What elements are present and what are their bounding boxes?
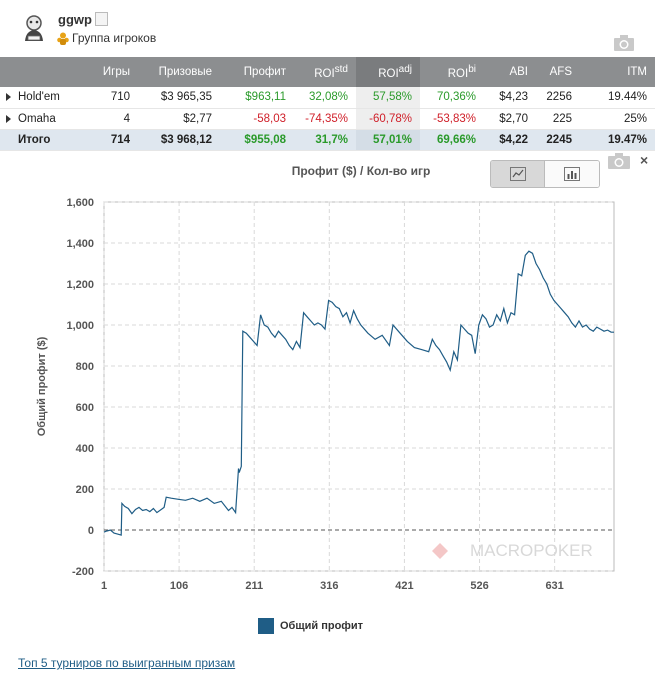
cell-roi-bi: 70,36% [420, 87, 484, 109]
cell-profit: $955,08 [220, 129, 294, 151]
col-roi-adj[interactable]: ROIadj [356, 57, 420, 87]
cell-afs: 2256 [536, 87, 580, 109]
player-group-link[interactable]: Группа игроков [72, 31, 157, 45]
cell-games: 4 [90, 108, 138, 130]
legend-label: Общий профит [280, 620, 364, 632]
x-tick-label: 1 [101, 580, 107, 592]
y-tick-label: 400 [76, 443, 94, 455]
col-name [0, 57, 90, 87]
y-tick-label: 1,600 [66, 197, 94, 209]
y-axis-label: Общий профит ($) [36, 336, 48, 436]
legend-swatch [258, 618, 274, 634]
y-tick-label: -200 [72, 566, 94, 578]
player-header: ggwp Группа игроков [0, 0, 664, 56]
profit-line-chart: -200 0 200 400 600 800 1,000 1,200 1,400 1,600 1 10… [36, 197, 615, 592]
cell-prize: $3 968,12 [138, 129, 220, 151]
cell-profit: $963,11 [220, 87, 294, 109]
plot-frame [103, 201, 615, 572]
col-abi[interactable]: ABI [484, 57, 536, 87]
cell-prize: $3 965,35 [138, 87, 220, 109]
stats-table: Игры Призовые Профит ROIstd ROIadj ROIbi… [0, 57, 655, 151]
table-row-total: Итого 714 $3 968,12 $955,08 31,7% 57,01%… [0, 129, 655, 151]
close-icon[interactable]: × [640, 152, 649, 168]
top5-tournaments-link[interactable]: Топ 5 турниров по выигранным призам [18, 656, 236, 670]
cell-afs: 225 [536, 108, 580, 130]
x-tick-label: 631 [545, 580, 563, 592]
username[interactable]: ggwp [58, 12, 92, 27]
expand-arrow-icon[interactable] [6, 114, 11, 123]
y-tick-label: 1,000 [66, 320, 94, 332]
cell-itm: 19.44% [580, 87, 655, 109]
cell-prize: $2,77 [138, 108, 220, 130]
cell-roi-adj: 57,01% [356, 129, 420, 151]
cell-roi-std: 32,08% [294, 87, 356, 109]
bar-chart-button[interactable] [545, 161, 599, 187]
group-icon [57, 32, 69, 45]
cell-itm: 25% [580, 108, 655, 130]
y-tick-label: 0 [88, 525, 94, 537]
cell-roi-bi: 69,66% [420, 129, 484, 151]
x-tick-label: 421 [395, 580, 413, 592]
cell-roi-std: -74,35% [294, 108, 356, 130]
col-roi-bi[interactable]: ROIbi [420, 57, 484, 87]
col-itm[interactable]: ITM [580, 57, 655, 87]
row-name[interactable]: Omaha [0, 108, 90, 130]
cell-roi-adj: -60,78% [356, 108, 420, 130]
y-tick-label: 1,400 [66, 238, 94, 250]
cell-games: 710 [90, 87, 138, 109]
col-games[interactable]: Игры [90, 57, 138, 87]
table-row-omaha[interactable]: Omaha 4 $2,77 -58,03 -74,35% -60,78% -53… [0, 108, 655, 130]
chart-type-toggle [490, 160, 600, 188]
table-row-holdem[interactable]: Hold'em 710 $3 965,35 $963,11 32,08% 57,… [0, 87, 655, 109]
y-tick-label: 200 [76, 484, 94, 496]
camera-icon[interactable] [613, 34, 635, 52]
profit-chart-panel: Профит ($) / Кол-во игр × -200 0 200 400 600… [0, 150, 664, 650]
cell-abi: $4,22 [484, 129, 536, 151]
cell-games: 714 [90, 129, 138, 151]
edit-note-icon[interactable] [95, 12, 108, 26]
col-profit[interactable]: Профит [220, 57, 294, 87]
y-tick-label: 1,200 [66, 279, 94, 291]
col-afs[interactable]: AFS [536, 57, 580, 87]
chart-legend[interactable]: Общий профит [258, 618, 363, 634]
cell-roi-adj: 57,58% [356, 87, 420, 109]
cell-itm: 19.47% [580, 129, 655, 151]
cell-roi-std: 31,7% [294, 129, 356, 151]
cell-abi: $4,23 [484, 87, 536, 109]
series-line-total-profit [103, 250, 614, 536]
cell-roi-bi: -53,83% [420, 108, 484, 130]
stats-header-row: Игры Призовые Профит ROIstd ROIadj ROIbi… [0, 57, 655, 87]
watermark-text: MACROPOKER [470, 541, 593, 560]
chart-title: Профит ($) / Кол-во игр [291, 164, 431, 178]
cell-profit: -58,03 [220, 108, 294, 130]
cell-afs: 2245 [536, 129, 580, 151]
col-prize[interactable]: Призовые [138, 57, 220, 87]
x-tick-label: 526 [470, 580, 488, 592]
expand-arrow-icon[interactable] [6, 93, 11, 101]
line-chart-button[interactable] [491, 161, 546, 187]
x-tick-label: 316 [320, 580, 338, 592]
x-tick-label: 211 [245, 580, 263, 592]
y-tick-label: 600 [76, 402, 94, 414]
chart-camera-icon[interactable] [607, 152, 631, 170]
y-tick-label: 800 [76, 361, 94, 373]
x-tick-label: 106 [170, 580, 188, 592]
cell-abi: $2,70 [484, 108, 536, 130]
col-roi-std[interactable]: ROIstd [294, 57, 356, 87]
line-chart-icon [509, 167, 526, 181]
row-name[interactable]: Hold'em [0, 87, 90, 109]
row-name: Итого [0, 129, 90, 151]
watermark-logo-icon [432, 543, 448, 559]
bar-chart-icon [564, 167, 580, 181]
player-avatar-icon [25, 15, 43, 41]
